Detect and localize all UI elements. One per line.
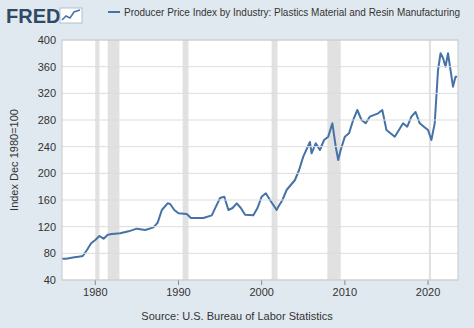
y-tick-label: 40 (44, 274, 56, 286)
grid-line (62, 146, 458, 147)
y-tick-label: 120 (38, 221, 56, 233)
legend-label: Producer Price Index by Industry: Plasti… (124, 7, 460, 18)
x-tick (178, 280, 179, 285)
grid-line (62, 66, 458, 67)
recession-band (429, 40, 431, 280)
plot-area (62, 40, 458, 280)
grid-line (62, 93, 458, 94)
grid-line (62, 226, 458, 227)
y-tick-label: 240 (38, 141, 56, 153)
y-tick-label: 160 (38, 194, 56, 206)
x-tick (428, 280, 429, 285)
x-tick-label: 1980 (83, 286, 107, 298)
y-tick-label: 280 (38, 114, 56, 126)
x-tick-label: 2020 (416, 286, 440, 298)
recession-band (95, 40, 99, 280)
legend-swatch (108, 11, 120, 13)
y-tick-label: 80 (44, 247, 56, 259)
x-tick-label: 1990 (166, 286, 190, 298)
grid-line (62, 173, 458, 174)
background (0, 0, 474, 328)
y-tick-label: 200 (38, 167, 56, 179)
series-line (62, 53, 457, 258)
recession-band (272, 40, 278, 280)
x-tick (261, 280, 262, 285)
grid-line (62, 120, 458, 121)
y-tick-label: 360 (38, 61, 56, 73)
grid-line (62, 200, 458, 201)
x-tick-label: 2010 (333, 286, 357, 298)
y-axis-label: Index Dec 1980=100 (8, 109, 20, 211)
x-tick (95, 280, 96, 285)
x-tick (344, 280, 345, 285)
plot-frame (62, 40, 458, 280)
chart: 40 80 120 160 200 240 280 320 360 400 1980 1990 2000… (0, 0, 474, 328)
logo-icon-line (62, 10, 80, 20)
grid-line (62, 253, 458, 254)
logo: FRED (6, 5, 60, 27)
plot-group (62, 40, 457, 280)
x-tick-label: 2000 (249, 286, 273, 298)
y-tick-label: 400 (38, 34, 56, 46)
y-tick-label: 320 (38, 87, 56, 99)
logo-icon (60, 8, 82, 23)
recession-band (108, 40, 120, 280)
source: Source: U.S. Bureau of Labor Statistics (141, 310, 333, 322)
recession-band (183, 40, 189, 280)
